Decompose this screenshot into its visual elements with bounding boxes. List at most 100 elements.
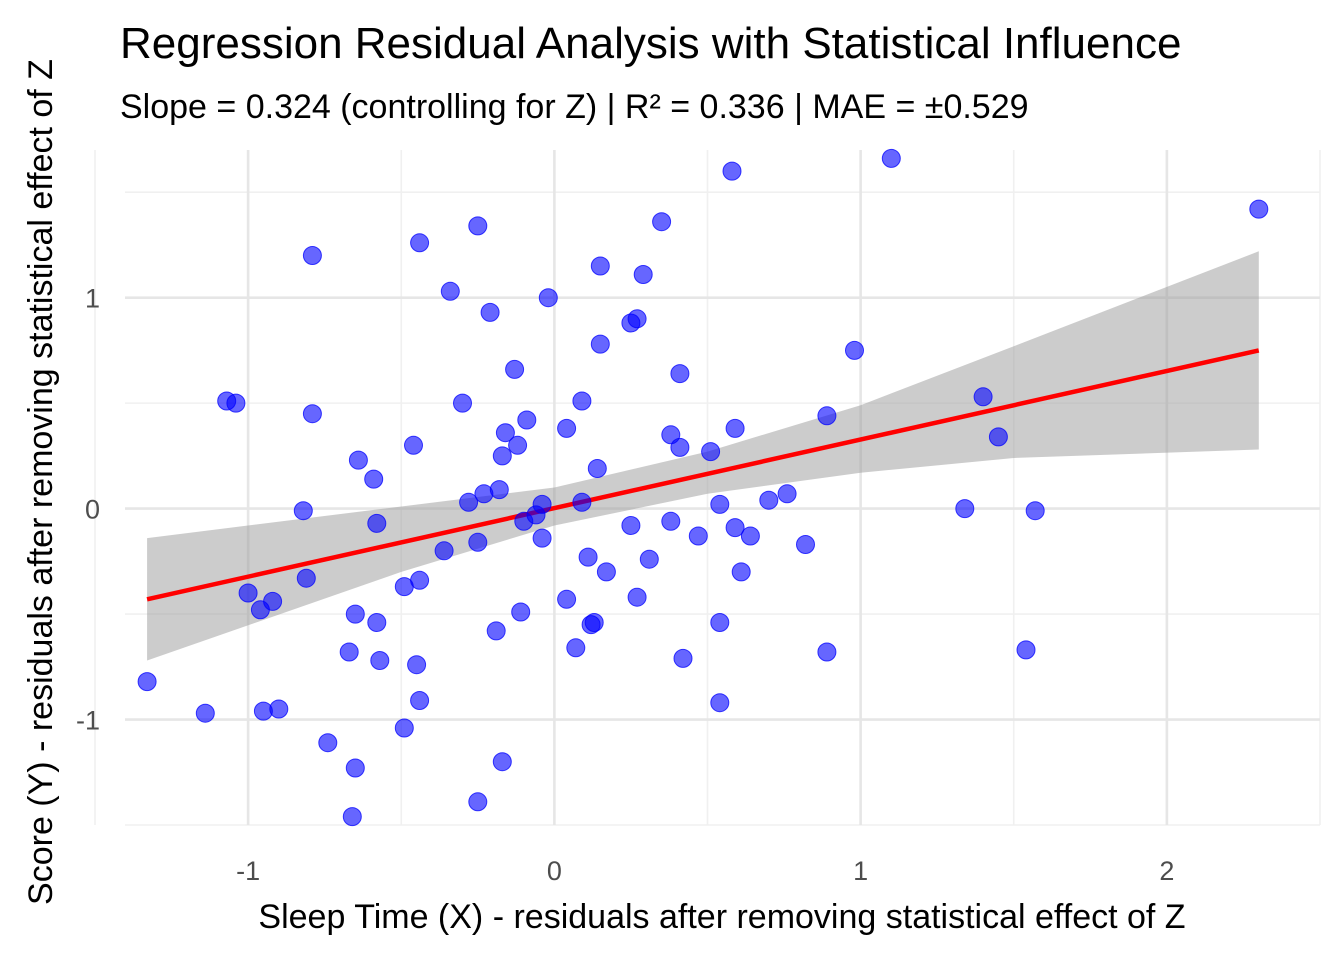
x-tick-label: 0 — [547, 856, 562, 886]
data-point — [955, 499, 975, 519]
data-point — [633, 265, 653, 284]
y-tick-label: 0 — [85, 495, 100, 525]
data-point — [557, 418, 577, 438]
data-point — [722, 161, 742, 181]
data-point — [688, 526, 708, 546]
data-point — [670, 437, 690, 457]
data-point — [137, 672, 157, 692]
regression-line — [146, 348, 1260, 602]
data-point — [302, 404, 322, 424]
data-point — [486, 621, 506, 641]
data-point — [584, 613, 604, 632]
data-point — [587, 459, 607, 478]
major-gridlines — [125, 150, 1320, 825]
data-point — [777, 484, 797, 504]
data-point — [238, 583, 258, 603]
y-tick-label: 1 — [85, 284, 100, 314]
data-point — [348, 450, 368, 470]
data-point — [468, 216, 488, 236]
data-point — [517, 410, 537, 430]
data-point — [302, 246, 322, 265]
data-point — [407, 655, 427, 675]
data-point — [538, 288, 558, 308]
data-point — [404, 435, 423, 455]
data-point — [367, 613, 387, 632]
data-point — [367, 513, 387, 533]
data-point — [394, 718, 414, 738]
data-point — [532, 494, 552, 514]
data-point — [652, 212, 672, 232]
data-point — [459, 492, 479, 512]
data-point — [710, 494, 730, 514]
data-point — [557, 589, 577, 609]
data-point — [596, 562, 616, 582]
y-tick-label: -1 — [76, 706, 100, 736]
data-point — [627, 587, 647, 607]
data-point — [725, 518, 745, 538]
data-point — [468, 792, 488, 812]
data-point — [434, 541, 454, 561]
data-point — [468, 532, 488, 552]
data-point — [973, 387, 993, 407]
data-point — [725, 418, 745, 438]
data-point — [1025, 501, 1045, 521]
data-point — [759, 490, 779, 510]
data-point — [492, 446, 512, 466]
regression-fit-line — [146, 348, 1260, 602]
data-point — [345, 604, 365, 624]
chart-title: Regression Residual Analysis with Statis… — [120, 19, 1181, 68]
y-axis-title: Score (Y) - residuals after removing sta… — [22, 59, 60, 905]
data-point — [453, 393, 472, 413]
scatter-points — [137, 148, 1269, 827]
x-tick-label: 2 — [1159, 856, 1174, 886]
data-point — [492, 752, 512, 772]
data-point — [511, 602, 531, 622]
data-point — [226, 393, 246, 413]
data-point — [572, 492, 592, 512]
data-point — [370, 651, 390, 670]
data-point — [410, 570, 430, 590]
data-point — [364, 469, 384, 489]
data-point — [740, 526, 760, 546]
data-point — [410, 691, 430, 710]
data-point — [670, 364, 690, 384]
data-point — [342, 807, 362, 827]
data-point — [578, 547, 598, 567]
data-point — [318, 733, 338, 753]
data-point — [881, 148, 901, 168]
data-point — [590, 334, 610, 354]
data-point — [440, 281, 460, 301]
data-point — [532, 528, 552, 548]
data-point — [639, 549, 659, 569]
data-point — [817, 642, 837, 662]
data-point — [293, 501, 313, 521]
data-point — [572, 391, 592, 411]
data-point — [495, 423, 515, 443]
data-point — [489, 480, 509, 500]
data-point — [263, 591, 283, 611]
data-point — [195, 703, 215, 723]
data-point — [627, 309, 647, 329]
data-point — [796, 535, 815, 554]
data-point — [505, 359, 525, 379]
data-point — [296, 568, 316, 588]
x-axis-tick-labels: -1 0 1 2 — [236, 856, 1174, 886]
data-point — [817, 406, 837, 426]
x-tick-label: -1 — [236, 856, 260, 886]
data-point — [701, 442, 721, 462]
data-point — [1016, 640, 1036, 660]
x-tick-label: 1 — [853, 856, 868, 886]
data-point — [661, 511, 681, 531]
data-point — [269, 699, 289, 719]
data-point — [673, 648, 693, 668]
data-point — [621, 516, 641, 535]
data-point — [731, 562, 751, 582]
data-point — [345, 758, 365, 778]
data-point — [480, 302, 500, 322]
data-point — [988, 427, 1008, 447]
chart-subtitle: Slope = 0.324 (controlling for Z) | R² =… — [120, 88, 1029, 126]
y-axis-tick-labels: -1 0 1 — [76, 284, 100, 736]
data-point — [339, 642, 359, 662]
data-point — [566, 638, 586, 658]
